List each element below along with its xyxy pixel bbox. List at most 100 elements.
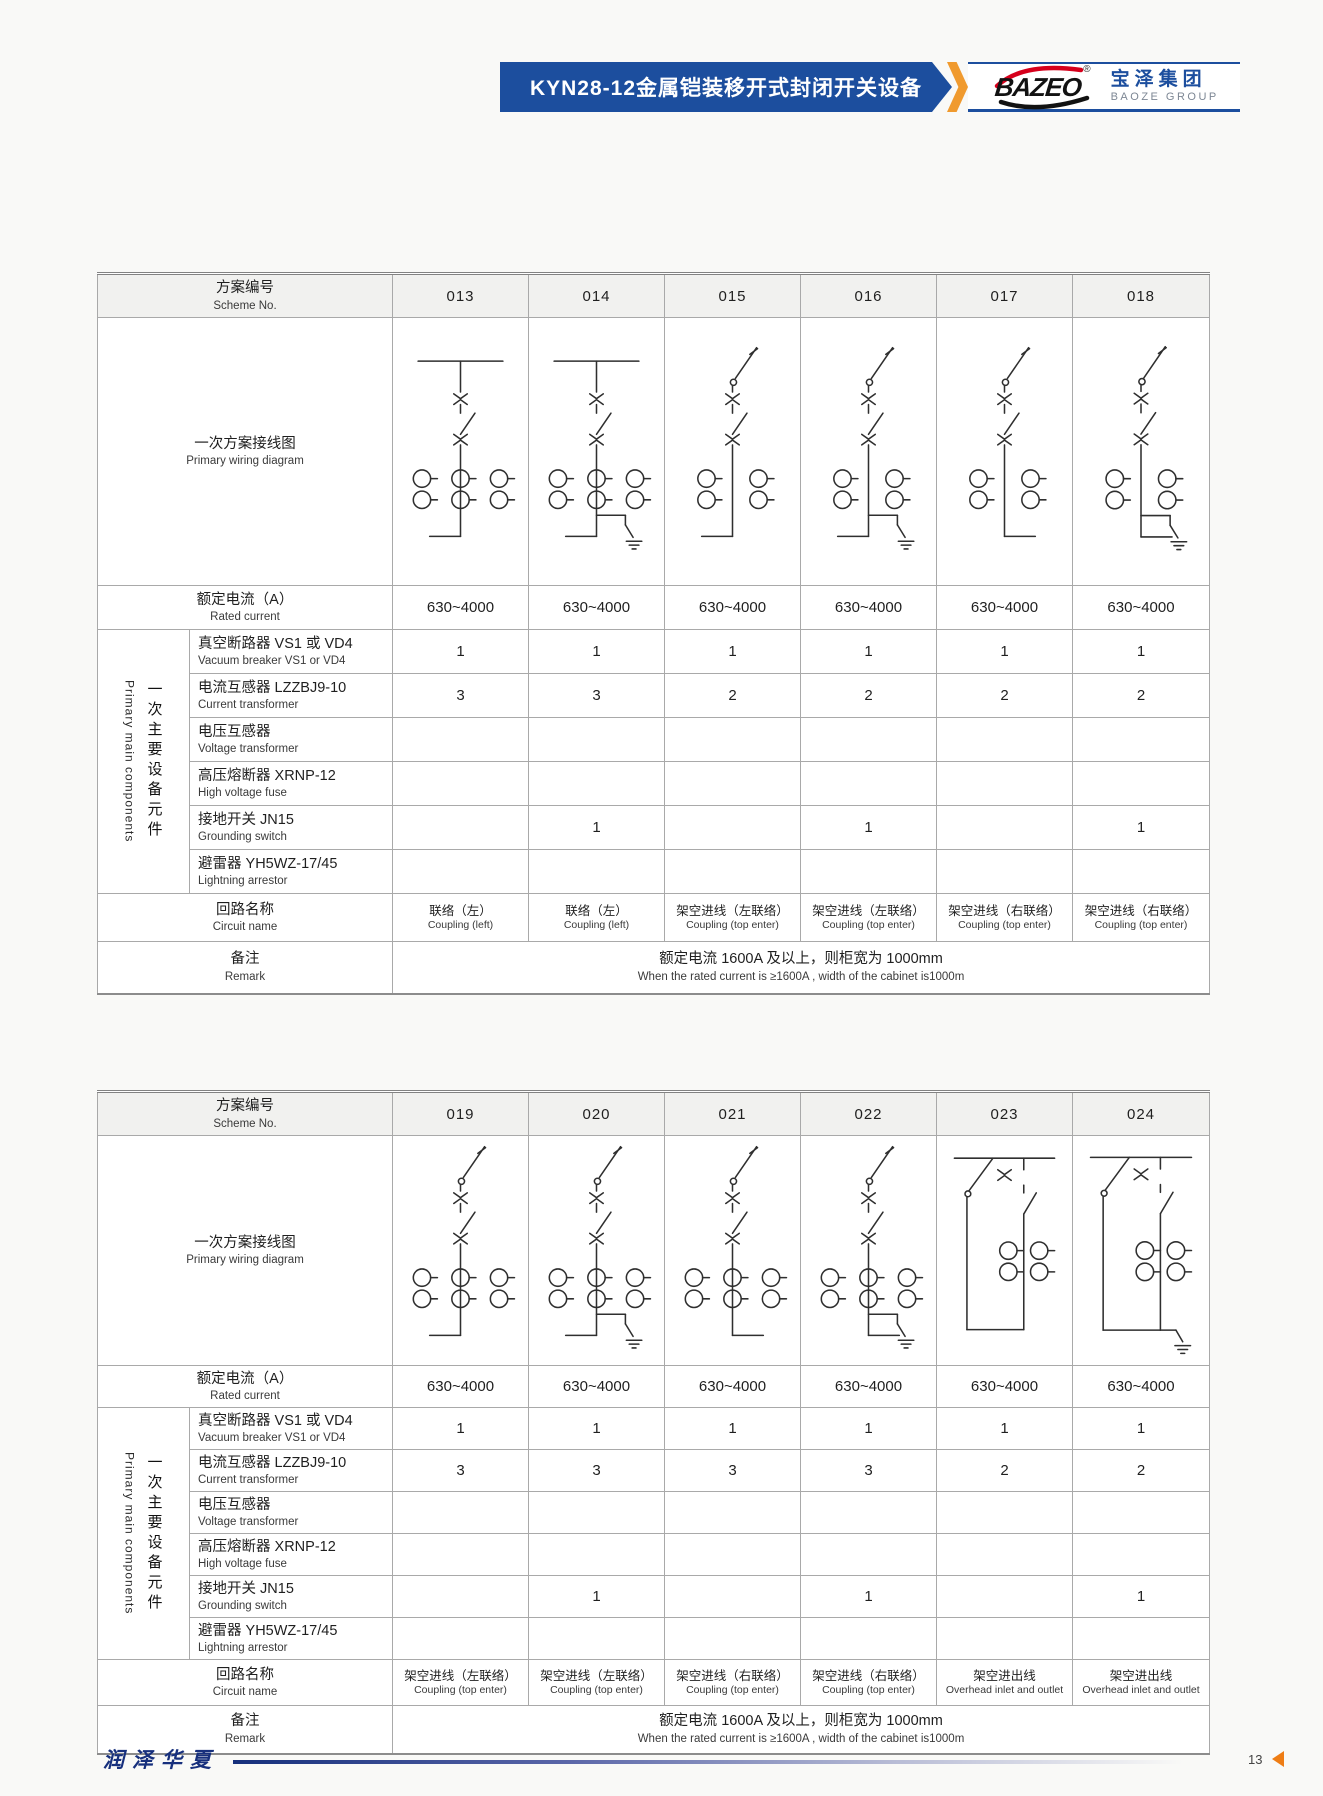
label-en: Lightning arrestor: [198, 875, 288, 888]
scheme-cell: 015: [664, 273, 801, 318]
label-cn: 联络（左）: [429, 903, 492, 918]
scheme-cell: 014: [528, 273, 665, 318]
group-label-en: Primary main components: [122, 1452, 137, 1615]
component-value-cell: [1072, 761, 1210, 806]
label-en: Coupling (top enter): [414, 1684, 507, 1697]
component-label: 电流互感器 LZZBJ9-10 Current transformer: [189, 1449, 393, 1493]
label-cn: 真空断路器 VS1 或 VD4: [198, 1412, 353, 1429]
scheme-no-header: 方案编号 Scheme No.: [97, 1091, 393, 1136]
label-cn: 架空进线（右联络）: [676, 1668, 789, 1683]
scheme-cell: 024: [1072, 1091, 1210, 1136]
rated-current-cell: 630~4000: [664, 585, 801, 630]
component-value-cell: [1072, 1533, 1210, 1577]
wiring-header: 一次方案接线图 Primary wiring diagram: [97, 1134, 393, 1367]
component-value-cell: [528, 1533, 665, 1577]
component-label: 接地开关 JN15 Grounding switch: [189, 1575, 393, 1619]
label-en: Circuit name: [212, 1686, 278, 1699]
label-cn: 架空进线（左联络）: [676, 903, 789, 918]
label-cn: 架空进线（左联络）: [812, 903, 925, 918]
label-cn: 架空进出线: [1109, 1668, 1173, 1683]
diagram-cell: [664, 1134, 801, 1367]
component-value-cell: 2: [1072, 673, 1210, 718]
remark-value: 额定电流 1600A 及以上，则柜宽为 1000mm When the rated…: [392, 941, 1210, 994]
component-value-cell: 1: [528, 629, 665, 674]
component-value-cell: 2: [936, 673, 1073, 718]
scheme-cell: 019: [392, 1091, 529, 1136]
brand-logo-box: BAZEO® 宝泽集团 BAOZE GROUP: [968, 62, 1240, 112]
rated-current-cell: 630~4000: [800, 585, 937, 630]
diagram-cell: [392, 317, 529, 586]
label-cn: 接地开关 JN15: [198, 1580, 294, 1597]
component-value-cell: [392, 761, 529, 806]
diagram-cell: [528, 317, 665, 586]
wiring-diagram-015: [697, 346, 775, 538]
component-value-cell: 1: [1072, 805, 1210, 850]
label-en: Vacuum breaker VS1 or VD4: [198, 1432, 346, 1445]
label-en: High voltage fuse: [198, 787, 287, 800]
label-en: Voltage transformer: [198, 743, 299, 756]
component-value-cell: [936, 1491, 1073, 1535]
component-value-cell: [1072, 717, 1210, 762]
component-value-cell: [1072, 1491, 1210, 1535]
rated-current-cell: 630~4000: [800, 1365, 937, 1409]
label-en: Coupling (top enter): [822, 919, 915, 932]
component-value-cell: [392, 849, 529, 894]
component-value-cell: [936, 1575, 1073, 1619]
brand-names: 宝泽集团 BAOZE GROUP: [1111, 69, 1219, 103]
diagram-cell: [800, 1134, 937, 1367]
component-value-cell: 3: [528, 1449, 665, 1493]
component-value-cell: [800, 761, 937, 806]
component-value-cell: [392, 717, 529, 762]
component-value-cell: [528, 761, 665, 806]
component-value-cell: 2: [1072, 1449, 1210, 1493]
component-value-cell: 1: [936, 1407, 1073, 1451]
label-cn: 架空进线（右联络）: [812, 1668, 925, 1683]
label-en: When the rated current is ≥1600A , width…: [637, 970, 965, 983]
component-value-cell: 1: [528, 1407, 665, 1451]
component-value-cell: [664, 849, 801, 894]
label-cn: 备注: [230, 1713, 260, 1730]
label-cn: 电压互感器: [198, 723, 271, 740]
brand-name-en: BAOZE GROUP: [1110, 91, 1219, 104]
component-value-cell: 3: [528, 673, 665, 718]
label-cn: 回路名称: [216, 901, 274, 918]
logo-wordmark: BAZEO: [993, 72, 1083, 102]
circuit-name-cell: 架空进出线 Overhead inlet and outlet: [936, 1659, 1073, 1707]
label-en: Lightning arrestor: [198, 1642, 288, 1655]
component-group-label: Primary main components 一次主要设备元件: [97, 629, 190, 894]
component-value-cell: [1072, 1617, 1210, 1661]
label-en: Scheme No.: [213, 1117, 277, 1130]
wiring-diagram-022: [820, 1145, 924, 1349]
component-value-cell: [528, 1491, 665, 1535]
rated-current-cell: 630~4000: [1072, 1365, 1210, 1409]
component-value-cell: [528, 717, 665, 762]
component-value-cell: [664, 717, 801, 762]
diagram-cell: [936, 1134, 1073, 1367]
circuit-name-cell: 架空进出线 Overhead inlet and outlet: [1072, 1659, 1210, 1707]
component-value-cell: [936, 761, 1073, 806]
component-value-cell: 1: [800, 1407, 937, 1451]
scheme-cell: 023: [936, 1091, 1073, 1136]
component-value-cell: 3: [392, 673, 529, 718]
label-cn: 真空断路器 VS1 或 VD4: [198, 635, 353, 652]
component-value-cell: 1: [392, 629, 529, 674]
component-value-cell: 1: [1072, 1575, 1210, 1619]
footer-rule: [233, 1760, 1183, 1764]
rated-current-cell: 630~4000: [392, 1365, 529, 1409]
label-en: Coupling (top enter): [686, 919, 779, 932]
diagram-cell: [528, 1134, 665, 1367]
component-value-cell: [800, 1617, 937, 1661]
label-cn: 一次方案接线图: [194, 435, 296, 452]
label-cn: 额定电流（A）: [196, 1370, 294, 1387]
component-value-cell: 1: [936, 629, 1073, 674]
brand-name-cn: 宝泽集团: [1110, 69, 1207, 91]
label-en: Primary wiring diagram: [186, 1254, 304, 1267]
component-value-cell: [800, 1491, 937, 1535]
component-label: 接地开关 JN15 Grounding switch: [189, 805, 393, 850]
diagram-cell: [1072, 317, 1210, 586]
wiring-header: 一次方案接线图 Primary wiring diagram: [97, 317, 393, 586]
component-value-cell: 3: [664, 1449, 801, 1493]
label-en: Rated current: [210, 611, 280, 624]
label-cn: 电压互感器: [198, 1496, 271, 1513]
label-en: Grounding switch: [198, 831, 287, 844]
